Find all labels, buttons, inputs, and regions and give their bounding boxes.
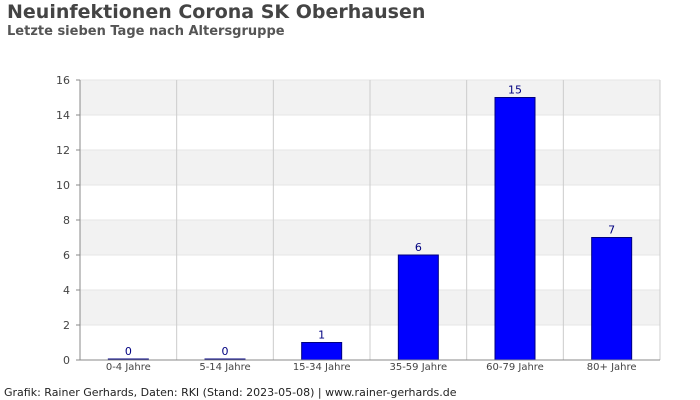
y-tick-label: 14 [56,109,70,122]
y-axis-ticks: 0 2 4 6 8 10 12 14 16 [56,74,80,367]
data-label: 0 [222,345,229,358]
x-tick-label: 80+ Jahre [587,362,637,373]
y-tick-label: 12 [56,144,70,157]
chart-subtitle: Letzte sieben Tage nach Altersgruppe [7,24,285,39]
bar-series [107,97,633,361]
y-tick-label: 16 [56,74,70,87]
data-labels: 0 0 1 6 15 7 [125,84,615,359]
y-tick-label: 6 [63,249,70,262]
data-label: 7 [608,224,615,237]
vertical-gridlines [176,80,661,360]
data-label: 6 [415,241,422,254]
data-label: 15 [508,84,522,97]
bar [301,342,343,361]
y-tick-label: 8 [63,214,70,227]
y-tick-label: 2 [63,319,70,332]
x-tick-label: 5-14 Jahre [199,362,250,373]
bar [591,237,633,361]
data-label: 1 [318,329,325,342]
x-tick-label: 60-79 Jahre [486,362,544,373]
bar [494,97,536,361]
x-tick-label: 15-34 Jahre [293,362,351,373]
x-tick-label: 0-4 Jahre [106,362,151,373]
footer-credit: Grafik: Rainer Gerhards, Daten: RKI (Sta… [4,386,457,399]
y-tick-label: 4 [63,284,70,297]
x-tick-label: 35-59 Jahre [389,362,447,373]
x-axis-ticks: 0-4 Jahre 5-14 Jahre 15-34 Jahre 35-59 Jahr… [106,362,637,373]
chart-title: Neuinfektionen Corona SK Oberhausen [7,1,426,23]
y-tick-label: 10 [56,179,70,192]
bar [397,254,439,361]
y-tick-label: 0 [63,354,70,367]
data-label: 0 [125,345,132,358]
